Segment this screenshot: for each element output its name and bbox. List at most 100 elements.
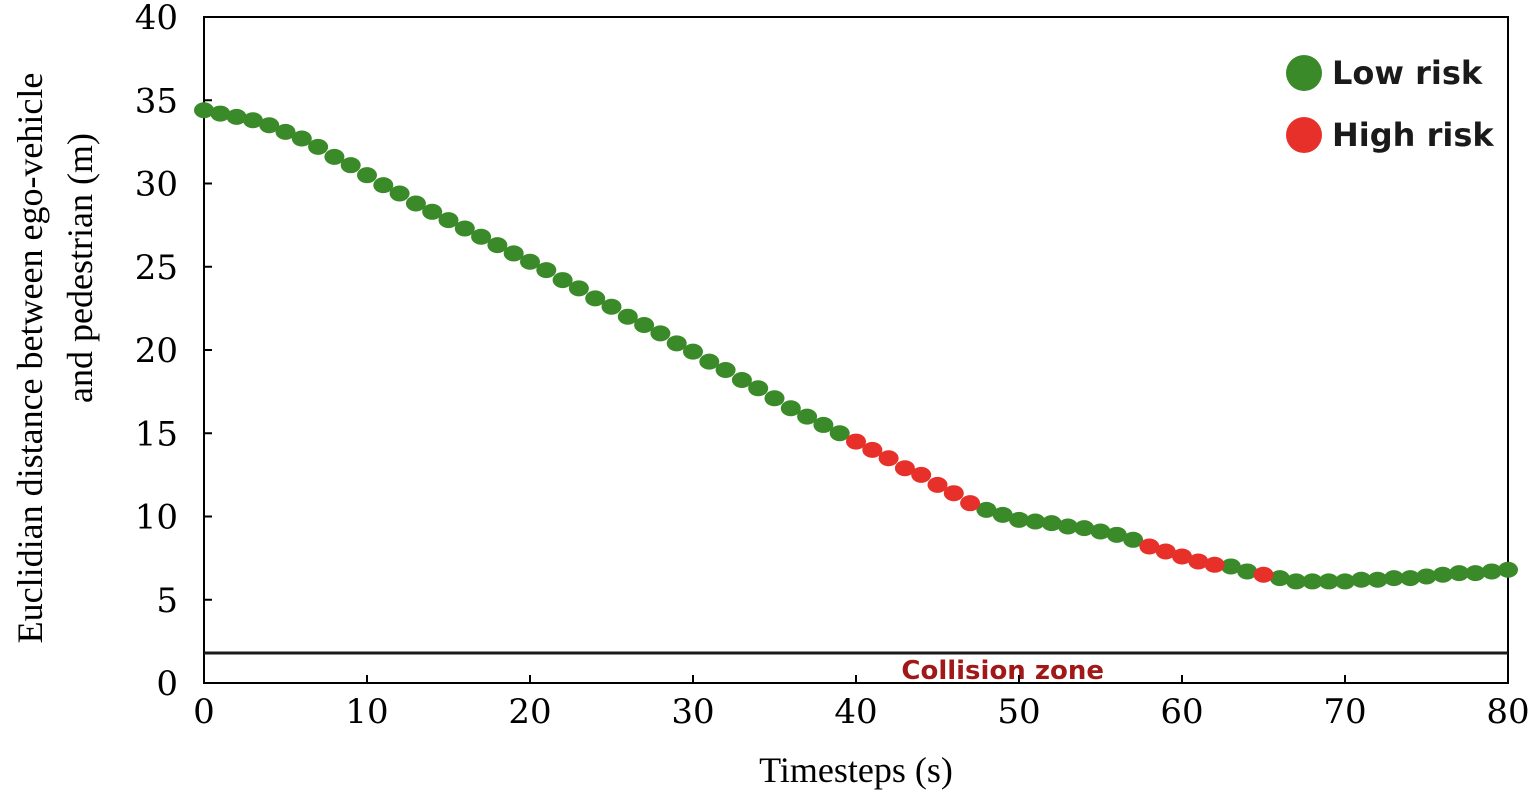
low-risk-point [585,290,606,307]
high-risk-point [862,441,883,458]
low-risk-point [1220,558,1241,575]
low-risk-point [1416,568,1437,585]
x-axis-title: Timesteps (s) [759,750,953,790]
low-risk-point [226,108,247,125]
low-risk-point [1449,565,1470,582]
low-risk-point [699,353,720,370]
high-risk-point [911,466,932,483]
y-tick-label: 25 [135,248,178,288]
x-axis-ticks: 0 10 20 30 40 50 60 70 80 [193,675,1530,732]
low-risk-point [389,185,410,202]
low-risk-point [1074,520,1095,537]
high-risk-point [846,433,866,450]
legend-marker-high-risk [1286,117,1322,153]
low-risk-point [1025,513,1046,530]
high-risk-point [1204,556,1225,573]
y-axis-title-line1: Euclidian distance between ego-vehicle [10,73,50,644]
high-risk-point [878,450,899,467]
high-risk-point [943,485,964,502]
low-risk-point [1367,571,1388,588]
low-risk-point [1269,570,1290,587]
low-risk-point [291,130,312,147]
y-tick-label: 30 [135,165,178,205]
low-risk-point [617,308,638,325]
y-axis-title: Euclidian distance between ego-vehicle a… [10,73,100,644]
collision-zone: Collision zone [204,651,1508,686]
low-risk-point [748,380,769,397]
low-risk-point [405,195,426,212]
low-risk-point [210,105,231,122]
high-risk-point [960,495,981,512]
low-risk-point [1335,573,1355,590]
high-risk-point [1139,538,1160,555]
low-risk-point [422,203,443,220]
y-tick-label: 40 [135,0,178,38]
high-risk-point [894,460,915,477]
x-tick-label: 80 [1486,692,1529,732]
low-risk-point [601,298,622,315]
high-risk-point [1172,548,1192,565]
low-risk-point [634,317,655,334]
y-axis-title-line2: and pedestrian (m) [60,133,100,403]
low-risk-point [1057,518,1078,535]
x-tick-label: 20 [508,692,551,732]
low-risk-point [1498,561,1518,578]
low-risk-point [340,157,361,174]
low-risk-point [683,343,703,360]
low-risk-point [487,237,508,254]
low-risk-point [536,262,557,279]
low-risk-point [471,228,492,245]
low-risk-point [650,325,671,342]
low-risk-point [1237,563,1258,580]
low-risk-point [1009,511,1029,528]
legend-label-high-risk: High risk [1332,116,1494,154]
y-axis-ticks: 0 5 10 15 20 25 30 35 40 [135,0,212,704]
y-tick-label: 35 [135,81,178,121]
low-risk-point [1351,571,1372,588]
y-tick-label: 5 [156,581,178,621]
low-risk-point [731,371,752,388]
low-risk-point [1432,566,1453,583]
low-risk-point [1123,531,1144,548]
legend-marker-low-risk [1286,55,1322,91]
high-risk-point [927,476,948,493]
low-risk-point [1106,526,1127,543]
low-risk-point [438,212,459,229]
low-risk-point [1400,570,1421,587]
y-tick-label: 15 [135,414,178,454]
data-points [194,102,1518,590]
low-risk-point [373,177,394,194]
y-tick-label: 0 [156,664,178,704]
low-risk-point [1318,573,1339,590]
low-risk-point [308,138,329,155]
low-risk-point [1383,570,1404,587]
x-tick-label: 70 [1323,692,1366,732]
collision-zone-label: Collision zone [901,656,1104,686]
high-risk-point [1155,543,1176,560]
low-risk-point [1465,565,1486,582]
low-risk-point [1481,563,1502,580]
low-risk-point [357,167,377,184]
x-tick-label: 10 [345,692,388,732]
low-risk-point [275,123,296,140]
legend: Low risk High risk [1286,54,1494,154]
low-risk-point [194,102,214,119]
low-risk-point [666,335,687,352]
x-tick-label: 60 [1160,692,1203,732]
low-risk-point [1302,573,1323,590]
low-risk-point [797,408,818,425]
low-risk-point [324,148,345,165]
low-risk-point [813,416,834,433]
x-tick-label: 40 [834,692,877,732]
low-risk-point [764,390,785,407]
low-risk-point [568,280,589,297]
high-risk-point [1253,566,1274,583]
low-risk-point [242,112,263,129]
legend-label-low-risk: Low risk [1332,54,1483,92]
low-risk-point [715,361,736,378]
low-risk-point [829,425,850,442]
low-risk-point [552,272,573,289]
high-risk-point [1188,553,1209,570]
low-risk-point [259,117,280,134]
